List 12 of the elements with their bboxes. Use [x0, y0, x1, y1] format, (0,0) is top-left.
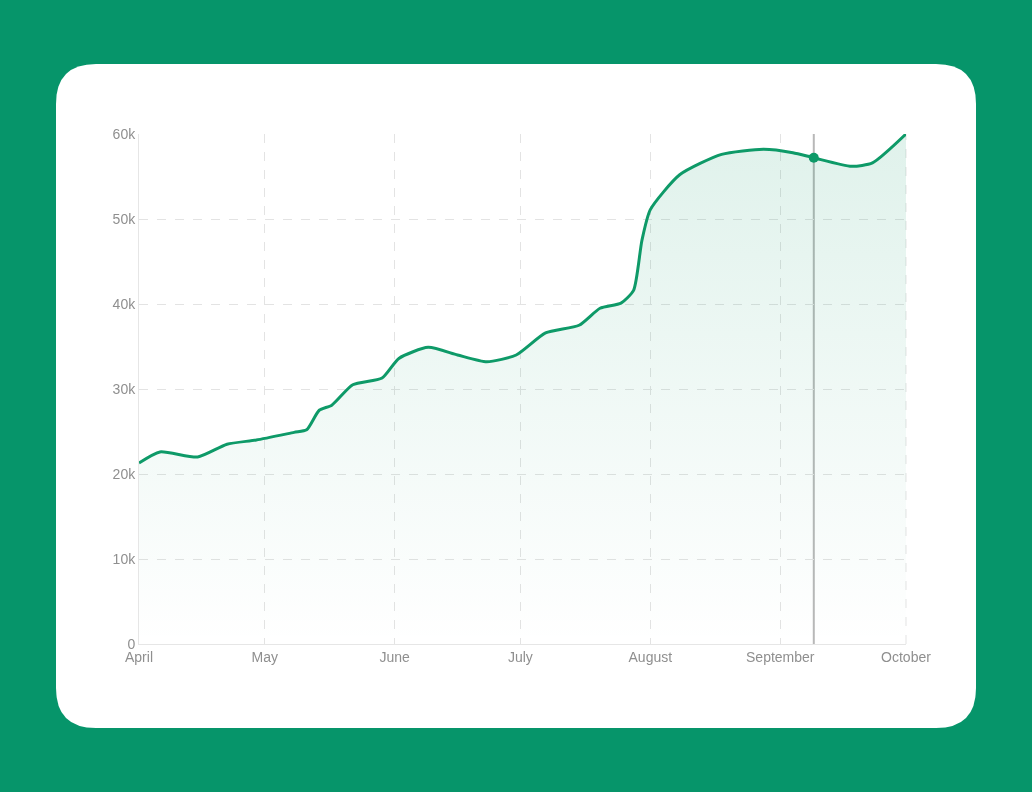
y-tick-label: 30k	[112, 380, 137, 397]
y-tick-label: 50k	[112, 210, 137, 227]
x-tick-label: June	[379, 648, 411, 665]
x-tick-label: August	[628, 648, 673, 665]
y-tick-label: 10k	[112, 550, 137, 567]
x-tick-label: May	[251, 648, 278, 665]
y-tick-label: 40k	[112, 295, 137, 312]
x-tick-label: October	[881, 648, 932, 665]
y-tick-label: 20k	[112, 465, 137, 482]
x-tick-label: July	[507, 648, 533, 665]
x-tick-label: September	[746, 648, 815, 665]
y-tick-label: 60k	[112, 125, 137, 142]
